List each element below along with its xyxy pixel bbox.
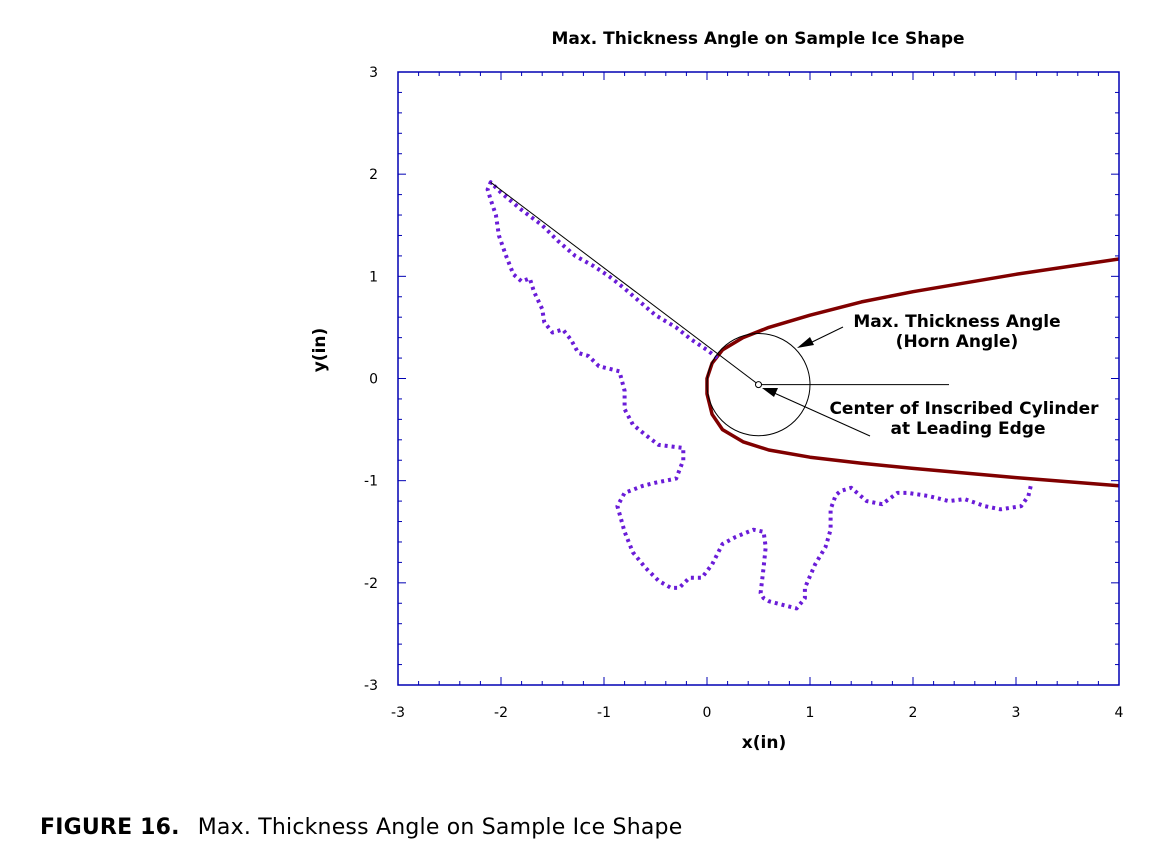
arrow-center (771, 391, 871, 437)
ice-shape-chart: Max. Thickness Angle on Sample Ice Shape… (310, 29, 1124, 753)
y-tick-label: 1 (369, 269, 378, 285)
y-tick-label: 0 (369, 372, 378, 388)
x-tick-label: 2 (909, 705, 918, 721)
annotation-center-1: Center of Inscribed Cylinder (829, 399, 1099, 419)
x-tick-label: 1 (806, 705, 815, 721)
reference-line (490, 181, 759, 385)
y-tick-label: -2 (364, 576, 378, 592)
x-tick-label: -3 (391, 705, 405, 721)
plot-frame (397, 71, 1120, 686)
airfoil-line (705, 257, 1119, 488)
cylinder-center-marker (755, 381, 762, 389)
x-tick-label: 4 (1115, 705, 1124, 721)
arrow-horn-angle (807, 326, 844, 345)
annotations: Max. Thickness Angle (Horn Angle) Center… (762, 312, 1099, 439)
x-tick-labels: -3 -2 -1 0 1 2 3 4 (391, 705, 1124, 721)
x-tick-label: -1 (597, 705, 611, 721)
y-tick-label: -1 (364, 474, 378, 490)
x-tick-label: -2 (494, 705, 508, 721)
annotation-horn-angle-2: (Horn Angle) (896, 332, 1019, 352)
x-axis-label: x(in) (742, 733, 786, 753)
annotation-center-2: at Leading Edge (890, 419, 1045, 439)
figure-caption: FIGURE 16. Max. Thickness Angle on Sample… (40, 815, 682, 840)
inscribed-cylinder-circle (706, 333, 811, 437)
chart-title: Max. Thickness Angle on Sample Ice Shape (551, 29, 964, 49)
y-tick-labels: -3 -2 -1 0 1 2 3 (364, 65, 378, 694)
x-tick-label: 0 (703, 705, 712, 721)
figure-number: FIGURE 16. (40, 815, 180, 840)
figure-caption-text: Max. Thickness Angle on Sample Ice Shape (197, 815, 683, 840)
y-tick-label: 3 (369, 65, 378, 81)
y-tick-label: -3 (364, 678, 378, 694)
y-tick-label: 2 (369, 167, 378, 183)
arrowhead-icon (762, 388, 778, 397)
axis-ticks (397, 71, 1120, 686)
arrowhead-icon (797, 337, 814, 348)
x-tick-label: 3 (1012, 705, 1021, 721)
ice-shape-line (485, 180, 1034, 611)
plot-series (485, 180, 1119, 611)
y-axis-label: y(in) (310, 328, 330, 373)
annotation-horn-angle-1: Max. Thickness Angle (853, 312, 1060, 332)
